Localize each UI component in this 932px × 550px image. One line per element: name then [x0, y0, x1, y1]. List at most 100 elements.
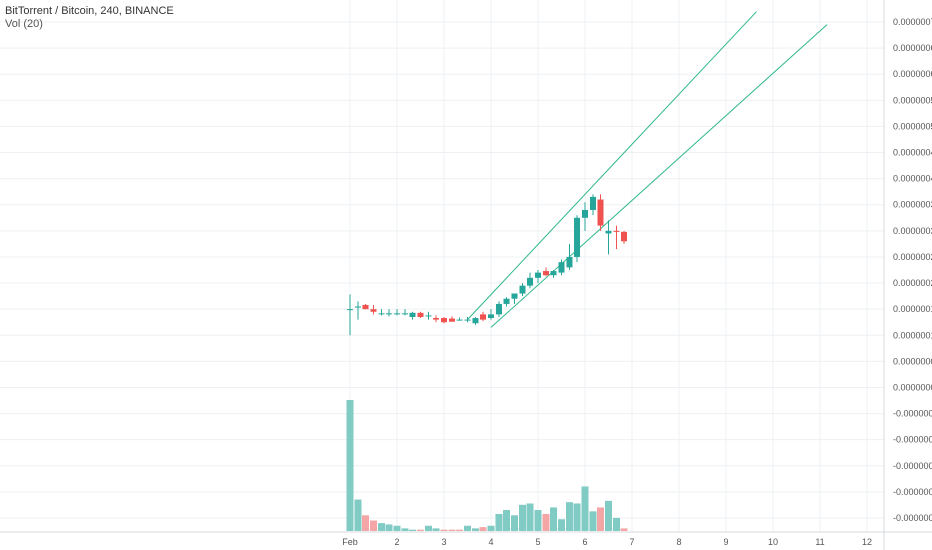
volume-bar [440, 529, 448, 531]
candle-body [582, 209, 588, 218]
candle [409, 311, 416, 320]
volume-bar [393, 525, 401, 531]
volume-bar [362, 515, 370, 531]
volume-bar [385, 524, 393, 531]
y-tick-label: 0.00000015 [893, 304, 932, 314]
candle [347, 294, 353, 336]
candle-body [488, 314, 494, 319]
trend-line-upper [467, 11, 757, 320]
volume-bar [605, 500, 612, 531]
volume-bar [464, 525, 471, 531]
candle [621, 230, 628, 244]
y-tick-label: 0.00000005 [893, 356, 932, 366]
y-tick-label: 0.00000045 [893, 148, 932, 158]
volume-bar [503, 510, 511, 531]
candle-body [456, 319, 463, 321]
y-tick-label: 0.00000025 [893, 252, 932, 262]
symbol-legend[interactable]: BitTorrent / Bitcoin, 240, BINANCE [5, 5, 174, 17]
candle-body [519, 285, 526, 294]
volume-bar [487, 525, 495, 531]
candle-body [401, 313, 408, 315]
candle-body [605, 230, 612, 234]
trend-line-lower [490, 24, 828, 328]
y-tick-label: 0.00000000 [893, 382, 932, 392]
candle [605, 220, 612, 255]
candle [574, 215, 581, 263]
candle-body [378, 313, 385, 315]
candle-body [362, 304, 369, 310]
volume-bar [558, 519, 565, 531]
candle [488, 309, 494, 320]
candle-body [550, 271, 557, 276]
candle [550, 270, 557, 278]
candle [535, 270, 541, 284]
x-tick-label: 10 [768, 537, 778, 547]
candle [542, 267, 549, 277]
volume-bar [612, 517, 620, 531]
volume-bar [346, 400, 354, 531]
candle-body [441, 318, 447, 323]
candle [362, 303, 369, 310]
candle [511, 293, 518, 304]
candle [401, 309, 408, 316]
x-axis-labels: Feb 2 3 4 5 6 7 8 9 10 11 12 [342, 537, 872, 547]
candle [480, 311, 487, 322]
candle [370, 304, 377, 315]
candle [354, 301, 361, 320]
volume-bar [354, 499, 362, 531]
candle-body [574, 217, 581, 257]
volume-bar [565, 502, 573, 531]
trend-channel [467, 11, 828, 328]
candle [527, 272, 534, 289]
candle [394, 309, 400, 316]
volume-legend[interactable]: Vol (20) [5, 18, 43, 30]
candle-body [621, 231, 628, 242]
volume-bar [370, 520, 377, 531]
y-tick-label: 0.00000050 [893, 121, 932, 131]
volume-bar [417, 529, 424, 531]
grid [0, 0, 884, 532]
y-tick-label: 0.00000070 [893, 17, 932, 27]
candle-body [472, 318, 479, 324]
candle [425, 311, 432, 320]
x-tick-label: 12 [862, 537, 872, 547]
candle [503, 297, 510, 307]
candle-body [480, 314, 487, 320]
candle [519, 283, 526, 297]
volume-bar [550, 507, 558, 531]
candle-body [370, 309, 377, 312]
candle-body [495, 303, 502, 315]
y-tick-label: 0.00000035 [893, 200, 932, 210]
candle-body [347, 309, 353, 311]
x-tick-label: 11 [815, 537, 824, 547]
x-tick-label: 5 [535, 537, 540, 547]
volume-bar [573, 503, 581, 531]
candle [417, 311, 424, 319]
candle [582, 202, 588, 231]
x-tick-label: Feb [342, 537, 358, 547]
volume-bar [432, 528, 440, 531]
volume-bar [581, 486, 589, 531]
candle [495, 301, 502, 317]
candle-body [386, 313, 393, 315]
volume-bar [424, 525, 432, 531]
x-tick-label: 9 [723, 537, 728, 547]
volume-bar [526, 503, 534, 531]
candle-body [464, 319, 471, 321]
candle-body [417, 312, 424, 317]
y-tick-label: 0.00000055 [893, 95, 932, 105]
y-tick-label: -0.00000010 [893, 435, 932, 445]
x-tick-label: 3 [441, 537, 446, 547]
x-tick-label: 4 [488, 537, 493, 547]
candle-body [542, 271, 549, 276]
candle-body [566, 256, 573, 268]
candle-body [503, 298, 510, 304]
candle-body [511, 293, 518, 299]
volume-bar [542, 513, 550, 531]
candle-body [527, 277, 534, 286]
volume-bar [456, 529, 464, 531]
volume-bar [597, 507, 605, 531]
x-tick-label: 7 [629, 537, 634, 547]
y-tick-label: -0.00000005 [893, 409, 932, 419]
